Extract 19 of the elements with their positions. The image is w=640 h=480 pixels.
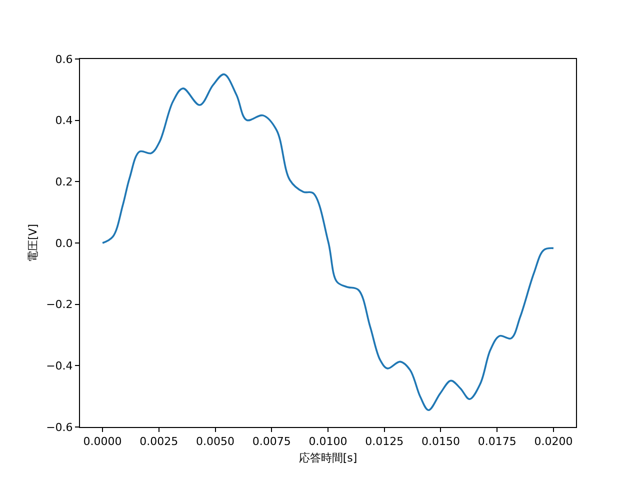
y-tick-label: −0.4 <box>46 360 73 373</box>
x-tick-label: 0.0100 <box>308 435 348 448</box>
x-tick-label: 0.0025 <box>140 435 178 448</box>
y-tick-label: 0.4 <box>55 114 73 128</box>
y-tick-label: 0.0 <box>55 236 73 250</box>
y-tick-label: −0.6 <box>46 420 73 434</box>
x-tick-label: 0.0125 <box>365 435 404 448</box>
y-tick-label: −0.2 <box>46 298 73 312</box>
x-tick-label: 0.0050 <box>196 435 235 448</box>
x-tick-label: 0.0150 <box>421 435 460 448</box>
y-tick-label: 0.6 <box>55 52 73 66</box>
x-axis-title: 応答時間[s] <box>298 451 358 464</box>
line-series <box>102 73 554 412</box>
y-tick-label: 0.2 <box>55 176 73 189</box>
x-tick-label: 0.0075 <box>252 435 291 448</box>
x-tick-label: 0.0200 <box>534 435 573 448</box>
x-tick-label: 0.0175 <box>478 435 516 448</box>
y-axis-title: 電圧[V] <box>26 224 40 262</box>
x-tick-label: 0.0000 <box>83 435 122 448</box>
